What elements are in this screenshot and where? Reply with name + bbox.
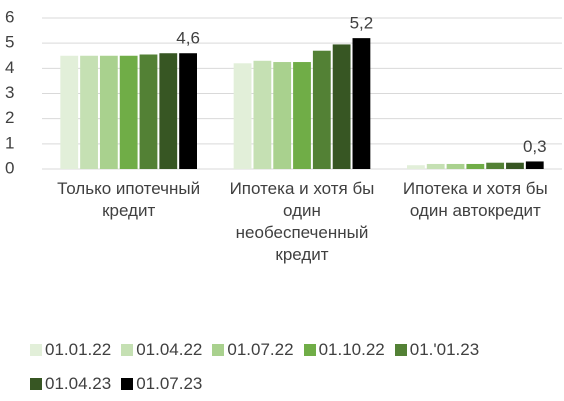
y-tick-label: 2: [5, 108, 14, 127]
bar: [352, 38, 371, 170]
bar: [159, 53, 178, 169]
bar: [426, 163, 445, 169]
bar: [139, 54, 158, 169]
bar: [486, 162, 505, 169]
x-tick-label: Ипотека и хотя бы один необеспеченный кр…: [229, 179, 375, 264]
y-tick-label: 0: [5, 158, 14, 177]
legend-swatch: [30, 378, 42, 390]
bar: [293, 62, 311, 169]
bar: [179, 53, 197, 169]
bar: [233, 63, 252, 169]
legend-swatch: [303, 344, 316, 356]
legend-item: 01.07.22: [212, 340, 294, 360]
y-tick-label: 6: [5, 7, 14, 26]
legend-label: 01.10.22: [318, 340, 385, 359]
bar: [273, 62, 292, 169]
legend-swatch: [212, 344, 225, 356]
bar: [312, 50, 331, 169]
legend-item: 01.'01.23: [394, 340, 480, 360]
legend-label: 01.01.22: [45, 340, 112, 359]
legend-item: 01.04.22: [121, 340, 202, 360]
legend-swatch: [394, 344, 407, 356]
bar: [407, 165, 425, 169]
bar: [506, 162, 524, 169]
data-label: 5,2: [350, 14, 374, 33]
legend-item: 01.01.22: [30, 340, 111, 360]
legend-item: 01.10.22: [303, 340, 385, 360]
bar: [60, 55, 79, 169]
bar: [446, 163, 465, 169]
bar: [119, 55, 138, 169]
bar: [99, 55, 118, 169]
legend-label: 01.07.22: [227, 340, 294, 359]
y-tick-label: 5: [5, 33, 14, 52]
bar: [332, 44, 351, 169]
x-tick-label: Ипотека и хотя бы один автокредит: [402, 179, 548, 220]
legend-label: 01.04.22: [136, 340, 203, 359]
bar: [525, 161, 544, 169]
y-tick-label: 1: [5, 133, 14, 152]
x-tick-label: Только ипотечный кредит: [57, 179, 201, 220]
data-label: 4,6: [176, 29, 200, 48]
legend-label: 01.'01.23: [409, 340, 480, 359]
legend-swatch: [121, 344, 134, 356]
bar: [253, 60, 272, 169]
legend-swatch: [30, 344, 42, 356]
legend-item: 01.07.23: [121, 374, 202, 394]
data-label: 0,3: [523, 137, 547, 156]
legend-label: 01.07.23: [136, 374, 203, 393]
bar: [80, 55, 98, 169]
legend-label: 01.04.23: [45, 374, 112, 393]
legend-item: 01.04.23: [30, 374, 111, 394]
legend: 01.01.22 01.04.22 01.07.22 01.10.22 01.'01.2…: [30, 340, 540, 394]
y-tick-label: 4: [5, 58, 14, 77]
y-tick-label: 3: [5, 83, 14, 102]
legend-swatch: [121, 378, 134, 390]
bar: [466, 163, 485, 169]
